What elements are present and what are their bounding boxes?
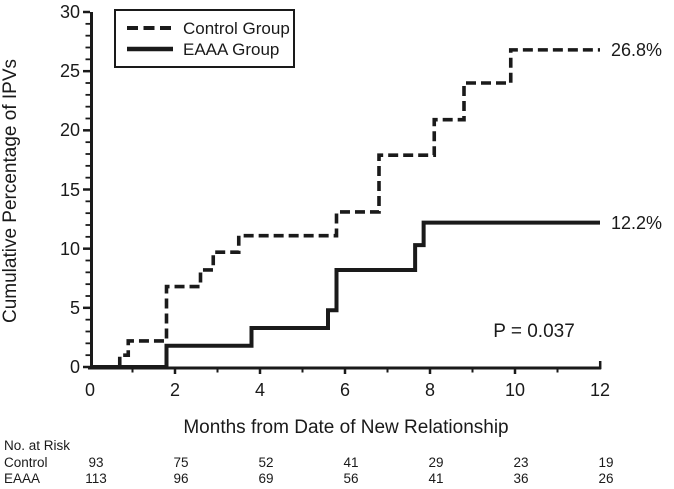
- x-tick-label: 0: [84, 380, 95, 400]
- x-axis-title: Months from Date of New Relationship: [183, 417, 509, 438]
- y-tick-label: 5: [69, 297, 80, 318]
- x-tick-label: 12: [589, 380, 611, 400]
- eaaa-end-value-label: 12.2%: [611, 212, 663, 233]
- y-tick-label: 0: [69, 357, 80, 377]
- risk-count-eaaa: 96: [173, 471, 189, 486]
- risk-count-control: 93: [88, 455, 104, 470]
- control-end-value-label: 26.8%: [611, 39, 663, 60]
- x-tick-label: 6: [339, 380, 350, 400]
- x-tick-label: 10: [504, 380, 526, 400]
- risk-row-label-control: Control: [4, 455, 48, 470]
- legend-entry-eaaa: EAAA Group: [127, 39, 293, 59]
- risk-count-control: 19: [598, 455, 614, 470]
- risk-count-eaaa: 26: [598, 471, 614, 486]
- x-tick-label: 8: [424, 380, 435, 400]
- dashed-line-sample-icon: [127, 26, 173, 30]
- risk-count-control: 41: [343, 455, 359, 470]
- x-tick-label: 4: [254, 380, 265, 400]
- y-tick-label: 30: [59, 2, 80, 22]
- y-tick-label: 10: [59, 238, 80, 259]
- risk-count-control: 29: [428, 455, 444, 470]
- risk-count-eaaa: 113: [85, 471, 107, 486]
- legend-label-control: Control Group: [183, 18, 290, 38]
- legend-label-eaaa: EAAA Group: [183, 39, 280, 59]
- risk-row-label-eaaa: EAAA: [4, 471, 41, 486]
- y-axis-title: Cumulative Percentage of IPVs: [0, 58, 21, 324]
- risk-count-eaaa: 41: [428, 471, 444, 486]
- risk-count-eaaa: 56: [343, 471, 359, 486]
- risk-count-eaaa: 36: [513, 471, 529, 486]
- solid-line-sample-icon: [127, 46, 173, 52]
- risk-count-eaaa: 69: [258, 471, 274, 486]
- y-tick-label: 25: [59, 61, 80, 82]
- series-control-line: [90, 48, 600, 369]
- y-tick-label: 15: [59, 179, 80, 200]
- series-eaaa-line: [90, 220, 600, 369]
- legend: Control Group EAAA Group: [114, 9, 295, 68]
- risk-count-control: 23: [513, 455, 529, 470]
- y-tick-label: 20: [59, 120, 80, 141]
- legend-entry-control: Control Group: [127, 18, 293, 38]
- risk-count-control: 75: [173, 455, 189, 470]
- risk-count-control: 52: [258, 455, 274, 470]
- x-tick-label: 2: [169, 380, 180, 400]
- risk-table-title: No. at Risk: [4, 438, 71, 453]
- p-value-annotation: P = 0.037: [493, 321, 575, 342]
